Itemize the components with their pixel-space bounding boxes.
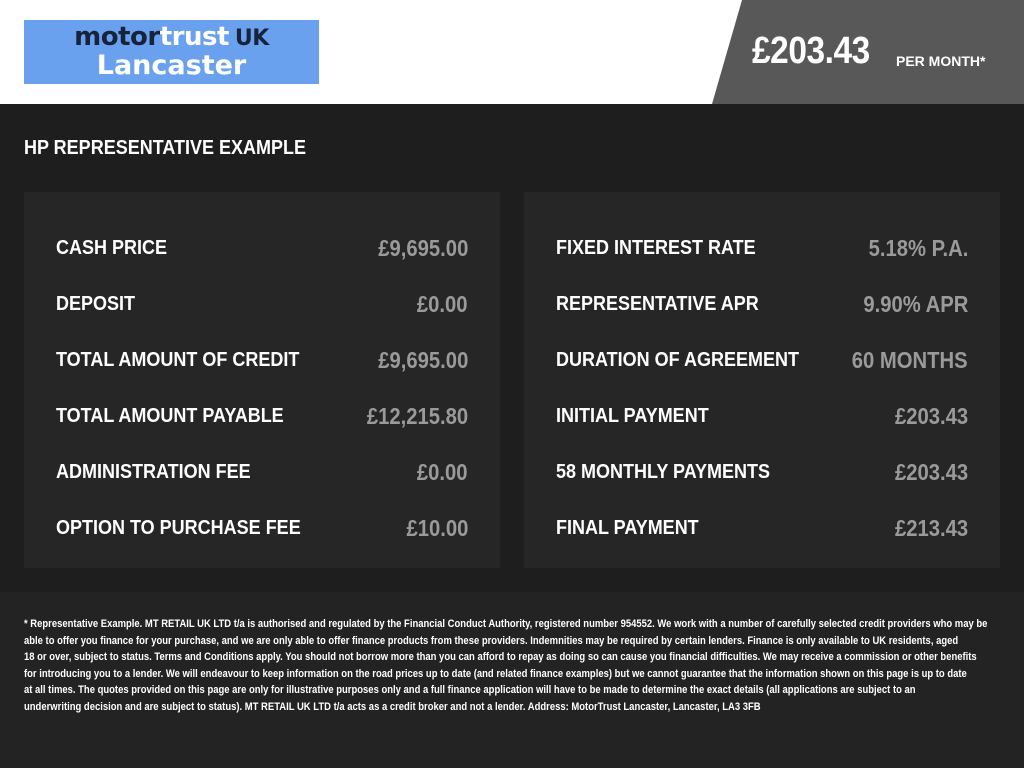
finance-value: £0.00 — [417, 458, 468, 485]
header: motortrust UK Lancaster £203.43 PER MONTH… — [0, 0, 1024, 104]
disclaimer-line: at all times. The quotes provided on thi… — [24, 684, 916, 696]
finance-label: 58 MONTHLY PAYMENTS — [556, 460, 771, 483]
section-title: HP REPRESENTATIVE EXAMPLE — [24, 137, 307, 159]
finance-value: £9,695.00 — [377, 234, 468, 261]
per-month-label: PER MONTH* — [896, 53, 986, 69]
finance-row: CASH PRICE £9,695.00 — [56, 220, 468, 276]
finance-value: £12,215.80 — [366, 402, 468, 429]
finance-label: DURATION OF AGREEMENT — [556, 348, 799, 371]
finance-row: TOTAL AMOUNT PAYABLE £12,215.80 — [56, 388, 468, 444]
disclaimer-line: for introducing you to a lender. We will… — [24, 667, 967, 680]
finance-value: £9,695.00 — [377, 346, 468, 373]
monthly-price: £203.43 — [752, 30, 870, 72]
finance-value: 5.18% P.A. — [868, 234, 968, 261]
finance-label: INITIAL PAYMENT — [556, 404, 709, 427]
finance-row: TOTAL AMOUNT OF CREDIT £9,695.00 — [56, 332, 468, 388]
disclaimer-line: 18 or over, subject to status. Terms and… — [24, 651, 977, 663]
finance-label: CASH PRICE — [56, 236, 168, 259]
finance-label: OPTION TO PURCHASE FEE — [56, 516, 301, 539]
finance-row: INITIAL PAYMENT £203.43 — [556, 388, 968, 444]
finance-label: DEPOSIT — [56, 292, 136, 315]
finance-value: £0.00 — [417, 290, 468, 317]
finance-value: £203.43 — [894, 402, 968, 429]
disclaimer-line: underwriting decision and are subject to… — [24, 700, 761, 713]
finance-value: £10.00 — [406, 514, 468, 541]
finance-value: £213.43 — [894, 514, 968, 541]
finance-row: ADMINISTRATION FEE £0.00 — [56, 444, 468, 500]
finance-label: TOTAL AMOUNT OF CREDIT — [56, 348, 300, 371]
finance-label: ADMINISTRATION FEE — [56, 460, 251, 483]
finance-row: 58 MONTHLY PAYMENTS £203.43 — [556, 444, 968, 500]
finance-panel-left: CASH PRICE £9,695.00 DEPOSIT £0.00 TOTAL AMO… — [24, 192, 500, 568]
finance-row: FINAL PAYMENT £213.43 — [556, 500, 968, 556]
finance-row: REPRESENTATIVE APR 9.90% APR — [556, 276, 968, 332]
disclaimer: * Representative Example. MT RETAIL UK L… — [0, 592, 1024, 768]
logo-motor: motor — [74, 22, 160, 52]
finance-label: TOTAL AMOUNT PAYABLE — [56, 404, 284, 427]
finance-row: FIXED INTEREST RATE 5.18% P.A. — [556, 220, 968, 276]
disclaimer-line: able to offer you finance for your purch… — [24, 634, 959, 647]
finance-row: OPTION TO PURCHASE FEE £10.00 — [56, 500, 468, 556]
finance-label: FIXED INTEREST RATE — [556, 236, 756, 259]
finance-panel-right: FIXED INTEREST RATE 5.18% P.A. REPRESENTAT… — [524, 192, 1000, 568]
logo-uk: UK — [234, 26, 269, 51]
finance-value: £203.43 — [894, 458, 968, 485]
finance-label: REPRESENTATIVE APR — [556, 292, 759, 315]
finance-row: DEPOSIT £0.00 — [56, 276, 468, 332]
finance-value: 9.90% APR — [863, 290, 968, 317]
logo-trust: trust — [159, 22, 230, 52]
logo-location: Lancaster — [96, 50, 247, 81]
dealer-logo[interactable]: motortrust UK Lancaster — [24, 20, 319, 84]
finance-row: DURATION OF AGREEMENT 60 MONTHS — [556, 332, 968, 388]
finance-value: 60 MONTHS — [852, 346, 968, 373]
finance-label: FINAL PAYMENT — [556, 516, 699, 539]
disclaimer-line: * Representative Example. MT RETAIL UK L… — [24, 618, 988, 630]
monthly-price-banner: £203.43 PER MONTH* — [712, 0, 1024, 104]
